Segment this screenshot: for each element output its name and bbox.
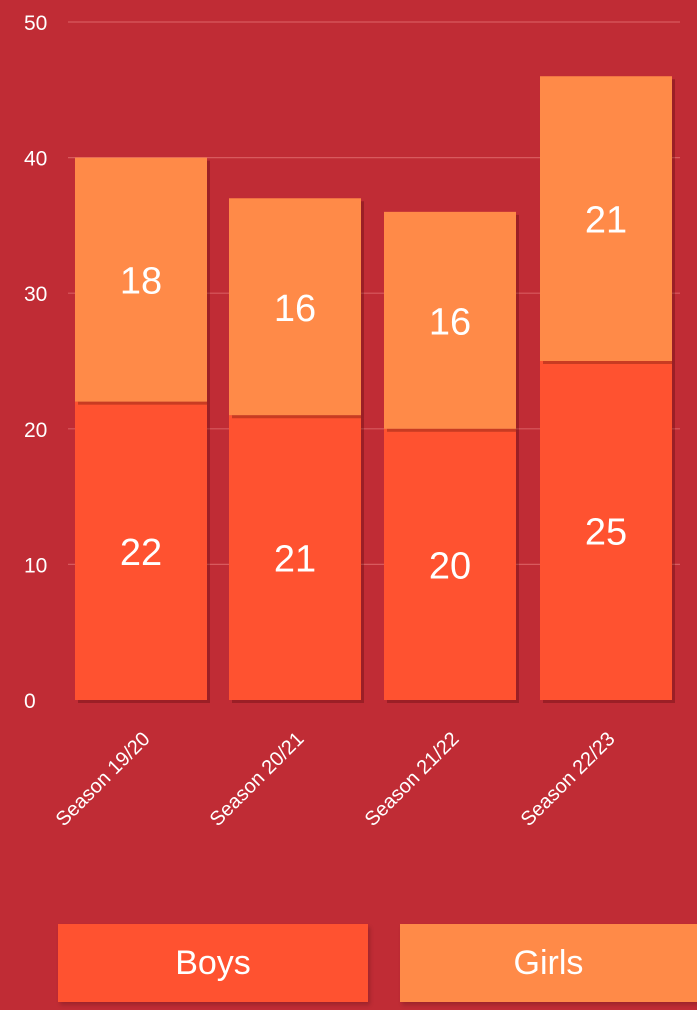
x-tick-label: Season 21/22	[361, 728, 464, 831]
y-axis-ticks: 0 10 20 30 40 50	[24, 12, 47, 713]
y-tick-label: 40	[24, 148, 47, 171]
data-label-girls: 16	[429, 301, 471, 343]
x-tick-label: Season 20/21	[206, 728, 309, 831]
y-tick-label: 10	[24, 554, 47, 577]
data-labels: 22 18 21 16 20 16 25 21	[120, 200, 627, 588]
legend-label-boys: Boys	[175, 943, 251, 982]
bar-girls	[229, 198, 361, 416]
y-tick-label: 50	[24, 12, 47, 35]
legend-label-girls: Girls	[513, 943, 584, 982]
bar-boys	[540, 361, 672, 700]
y-tick-label: 0	[24, 690, 36, 713]
data-label-boys: 21	[274, 539, 316, 581]
legend-item-boys: Boys	[58, 924, 368, 1002]
data-label-girls: 18	[120, 261, 162, 303]
bar-boys	[384, 428, 516, 700]
y-tick-label: 30	[24, 283, 47, 306]
x-axis-ticks: Season 19/20 Season 20/21 Season 21/22 Seas…	[52, 728, 620, 831]
data-label-boys: 25	[585, 512, 627, 554]
legend-item-girls: Girls	[400, 924, 697, 1002]
bar-girls	[75, 157, 207, 402]
data-label-girls: 21	[585, 200, 627, 242]
bars	[75, 76, 675, 703]
y-tick-label: 20	[24, 419, 47, 442]
x-tick-label: Season 22/23	[517, 728, 620, 831]
bar-girls	[384, 211, 516, 429]
bar-boys	[75, 401, 207, 700]
data-label-girls: 16	[274, 288, 316, 330]
bar-boys	[229, 415, 361, 700]
bar-girls	[540, 76, 672, 362]
data-label-boys: 22	[120, 532, 162, 574]
x-tick-label: Season 19/20	[52, 728, 155, 831]
data-label-boys: 20	[429, 545, 471, 587]
